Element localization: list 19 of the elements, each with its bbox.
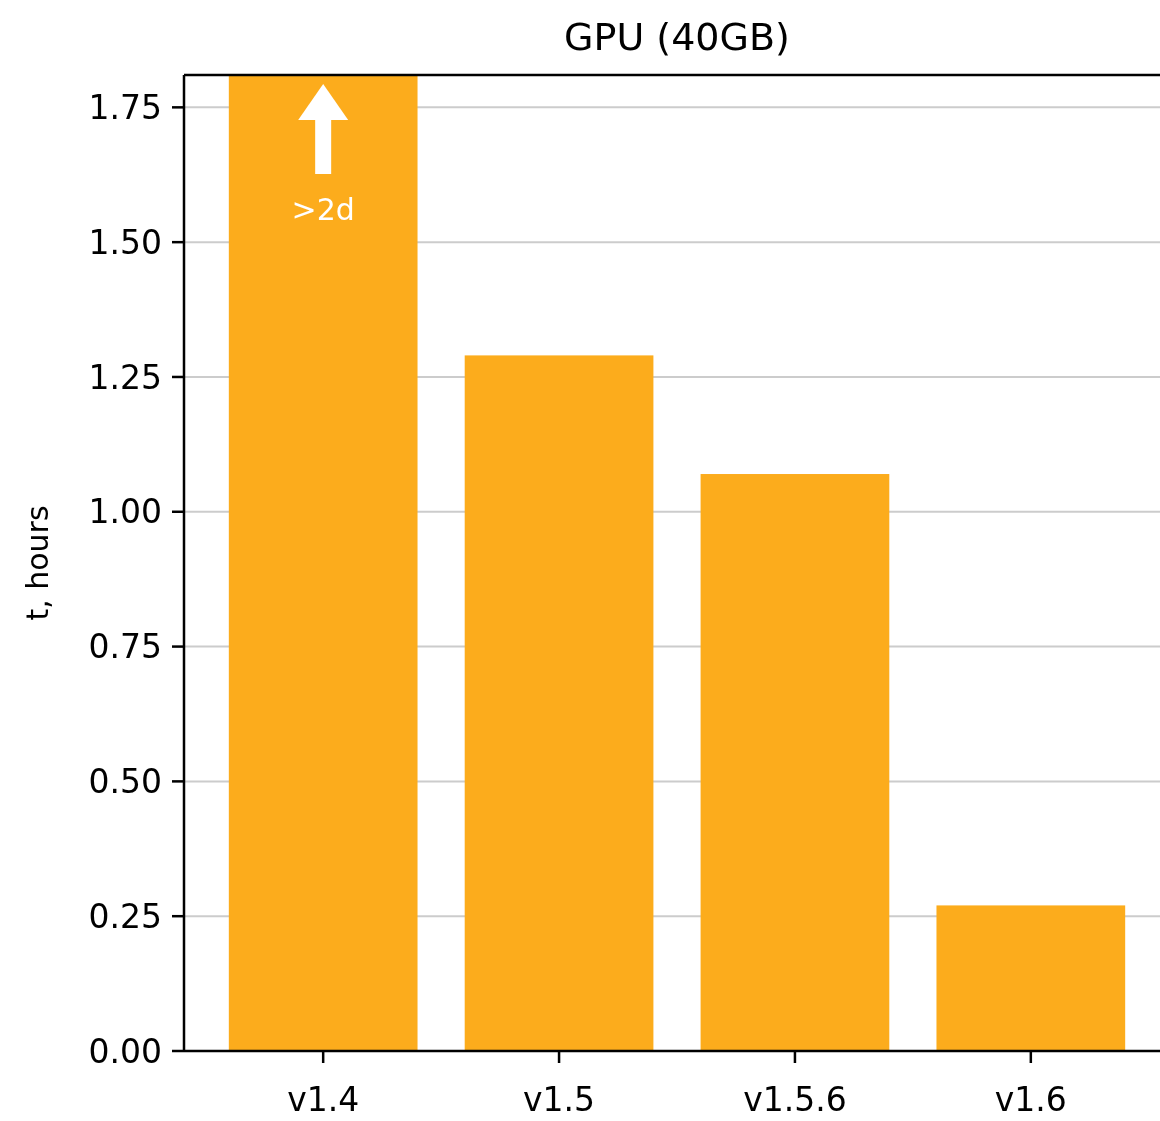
bar (700, 474, 890, 1051)
y-tick-label: 0.75 (88, 627, 162, 667)
x-tick-label: v1.6 (994, 1080, 1067, 1119)
y-tick-label: 1.25 (88, 357, 162, 397)
y-tick-label: 1.75 (88, 87, 162, 127)
y-tick-label: 1.00 (88, 492, 162, 532)
x-tick-label: v1.5.6 (743, 1080, 847, 1119)
y-tick-label: 1.50 (88, 222, 162, 262)
y-tick-label: 0.50 (88, 761, 162, 801)
bar (228, 75, 418, 1051)
chart-title: GPU (40GB) (564, 15, 790, 59)
x-tick-label: v1.5 (523, 1080, 596, 1119)
bar (936, 905, 1126, 1051)
y-tick-label: 0.25 (88, 896, 162, 936)
y-axis-title: t, hours (20, 505, 55, 621)
bar (464, 355, 654, 1051)
annotation: >2d (291, 192, 355, 227)
y-tick-label: 0.00 (88, 1031, 162, 1071)
x-tick-label: v1.4 (287, 1080, 360, 1119)
